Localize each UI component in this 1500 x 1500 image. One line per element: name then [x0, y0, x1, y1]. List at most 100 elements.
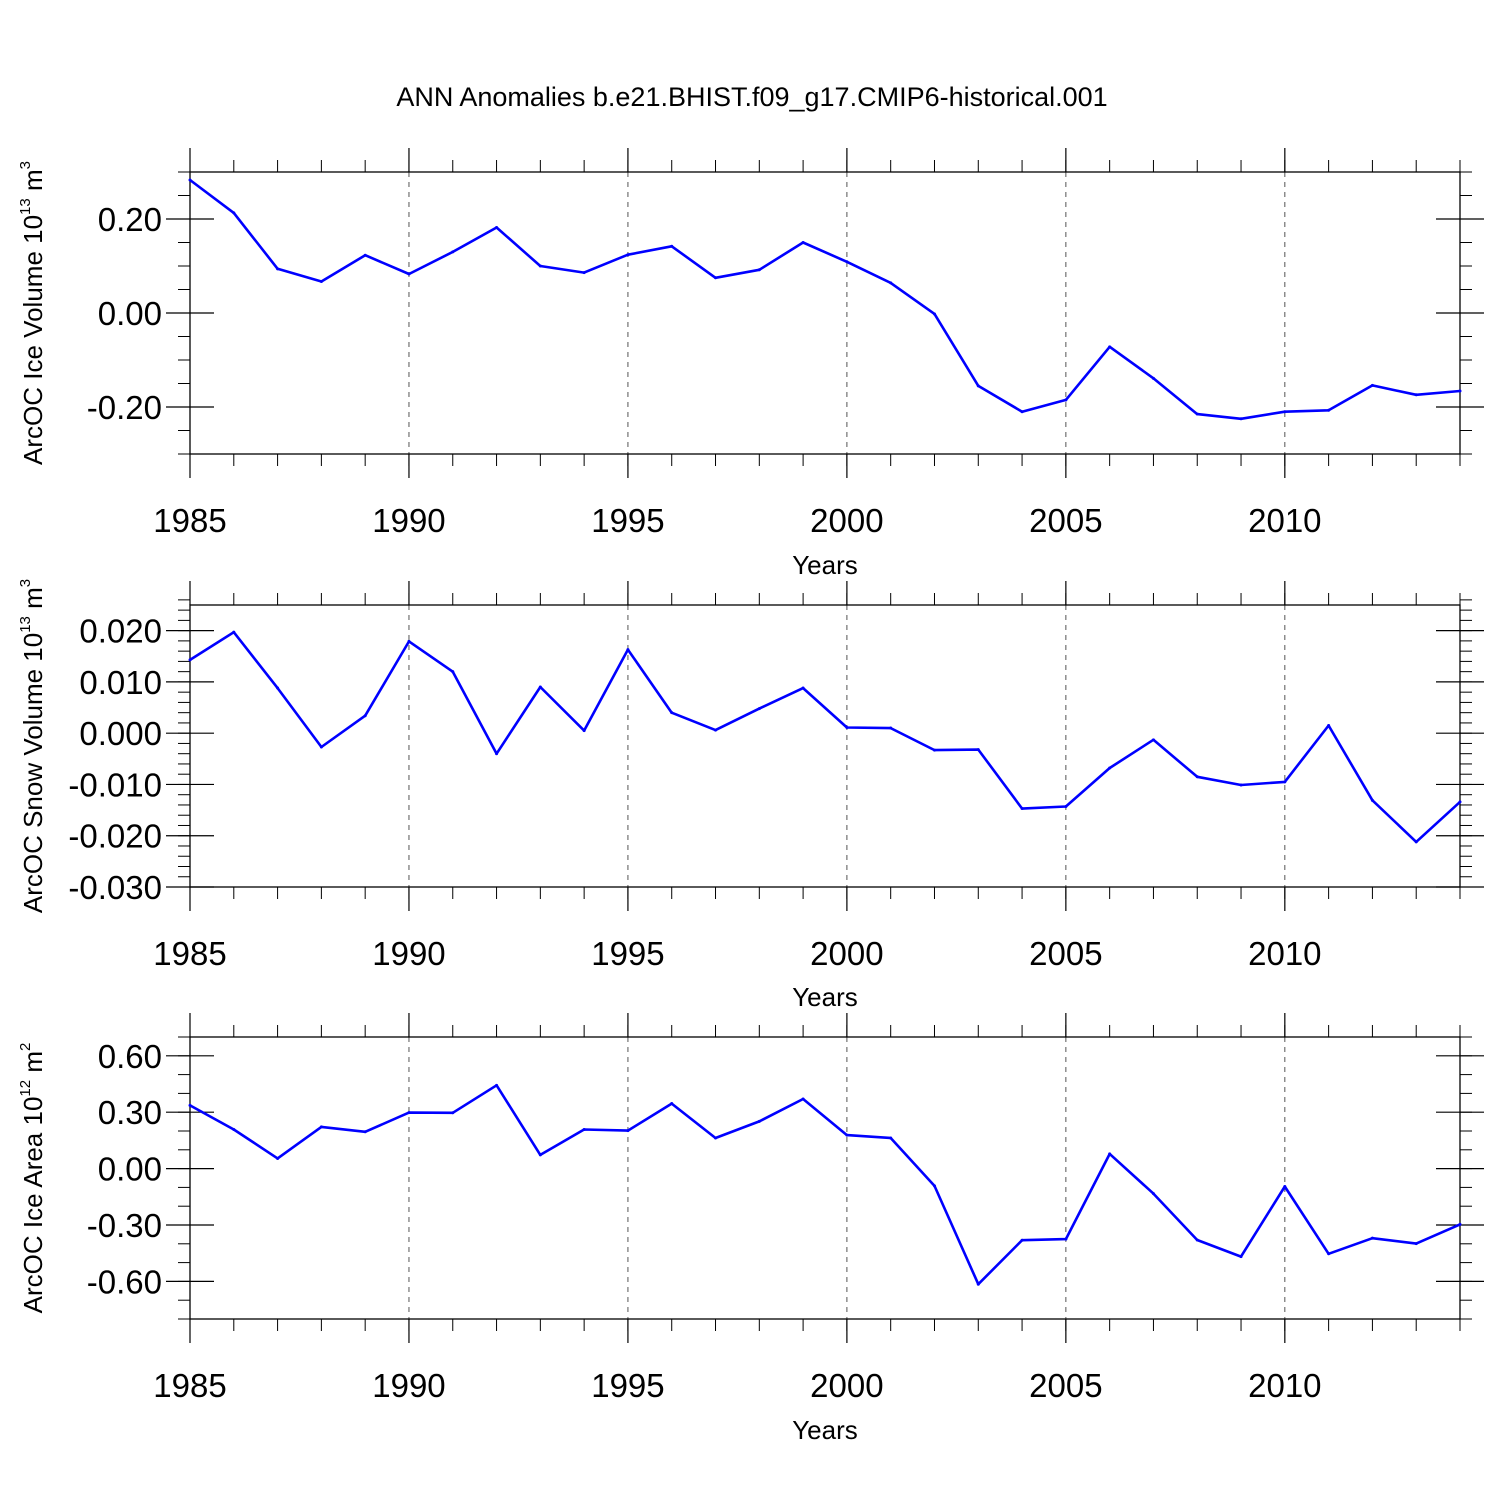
x-tick-label: 1995 [591, 1367, 664, 1404]
data-point [670, 1102, 674, 1106]
data-point [1458, 800, 1462, 804]
data-point [1239, 417, 1243, 421]
plot-frame [189, 604, 1461, 888]
data-point [582, 729, 586, 733]
data-point [976, 1282, 980, 1286]
data-point [1283, 410, 1287, 414]
data-point [319, 745, 323, 749]
data-point [1414, 840, 1418, 844]
data-point [232, 1127, 236, 1131]
data-point [757, 707, 761, 711]
data-point [801, 1097, 805, 1101]
data-point [1151, 376, 1155, 380]
data-point [232, 211, 236, 215]
data-point [1458, 1222, 1462, 1226]
data-point [1195, 412, 1199, 416]
y-tick-label: 0.020 [79, 613, 162, 650]
data-point [801, 686, 805, 690]
chart-panel-3: -0.60 -0.30 0.00 0.30 0.60 1985 1990 1995 2000 20… [17, 1013, 1484, 1445]
data-point [363, 714, 367, 718]
x-tick-label: 1990 [372, 1367, 445, 1404]
figure-title: ANN Anomalies b.e21.BHIST.f09_g17.CMIP6-… [396, 82, 1107, 112]
y-tick-label: 0.000 [79, 715, 162, 752]
x-tick-label: 1985 [153, 502, 226, 539]
data-point [1020, 1238, 1024, 1242]
x-tick-label: 1990 [372, 502, 445, 539]
data-point [1195, 1238, 1199, 1242]
data-point [1020, 410, 1024, 414]
y-tick-label: -0.010 [68, 766, 162, 803]
data-point [1283, 780, 1287, 784]
data-point [1064, 805, 1068, 809]
data-point [538, 264, 542, 268]
data-point [363, 253, 367, 257]
plot-frame [189, 1036, 1461, 1320]
x-tick-label: 2000 [810, 935, 883, 972]
data-point [801, 241, 805, 244]
data-point [407, 1111, 411, 1115]
data-point [1064, 398, 1068, 402]
x-tick-label: 2000 [810, 502, 883, 539]
data-point [1108, 1152, 1112, 1156]
x-tick-label: 2005 [1029, 502, 1102, 539]
data-point [932, 748, 936, 752]
y-tick-label: 0.60 [98, 1038, 162, 1075]
data-point [495, 225, 499, 229]
data-point [538, 1153, 542, 1157]
data-point [451, 670, 455, 674]
y-tick-label: -0.60 [87, 1263, 162, 1300]
data-point [451, 1111, 455, 1115]
y-tick-label: -0.020 [68, 818, 162, 855]
data-point [451, 250, 455, 254]
data-point [670, 711, 674, 715]
data-point [232, 630, 236, 634]
data-point [538, 685, 542, 689]
data-point [276, 1156, 280, 1160]
series-line [189, 1084, 1461, 1286]
data-point [714, 276, 718, 280]
data-point [1327, 723, 1331, 727]
data-point [1151, 738, 1155, 742]
data-point [1414, 1242, 1418, 1246]
data-point [1064, 1237, 1068, 1241]
data-point [626, 1129, 630, 1133]
data-point [407, 639, 411, 643]
data-point [1370, 1236, 1374, 1240]
data-point [845, 726, 849, 730]
y-tick-label: -0.030 [68, 869, 162, 906]
data-point [1195, 775, 1199, 779]
data-point [582, 271, 586, 275]
data-point [188, 178, 192, 182]
data-point [1414, 393, 1418, 397]
data-point [757, 268, 761, 272]
data-point [714, 1136, 718, 1140]
data-point [1458, 389, 1462, 393]
data-point [626, 253, 630, 257]
y-axis-title: ArcOC Snow Volume 1013 m3 [17, 579, 48, 913]
data-point [1151, 1192, 1155, 1196]
x-tick-label: 1985 [153, 935, 226, 972]
x-tick-label: 2010 [1248, 1367, 1321, 1404]
x-tick-label: 1985 [153, 1367, 226, 1404]
x-tick-label: 1990 [372, 935, 445, 972]
data-point [1327, 408, 1331, 412]
data-point [582, 1127, 586, 1131]
y-tick-label: -0.20 [87, 389, 162, 426]
data-point [889, 1136, 893, 1140]
data-point [932, 312, 936, 316]
data-point [495, 1083, 499, 1087]
data-point [188, 658, 192, 662]
data-point [319, 280, 323, 284]
data-point [670, 244, 674, 248]
y-tick-label: 0.00 [98, 295, 162, 332]
y-tick-label: -0.30 [87, 1207, 162, 1244]
data-point [1108, 766, 1112, 770]
y-tick-label: 0.30 [98, 1094, 162, 1131]
y-tick-label: 0.00 [98, 1151, 162, 1188]
y-axis-title: ArcOC Ice Area 1012 m2 [17, 1043, 48, 1314]
series-line [189, 178, 1461, 421]
data-point [363, 1130, 367, 1134]
data-point [188, 1103, 192, 1107]
y-axis-title: ArcOC Ice Volume 1013 m3 [17, 161, 48, 465]
data-point [407, 272, 411, 276]
